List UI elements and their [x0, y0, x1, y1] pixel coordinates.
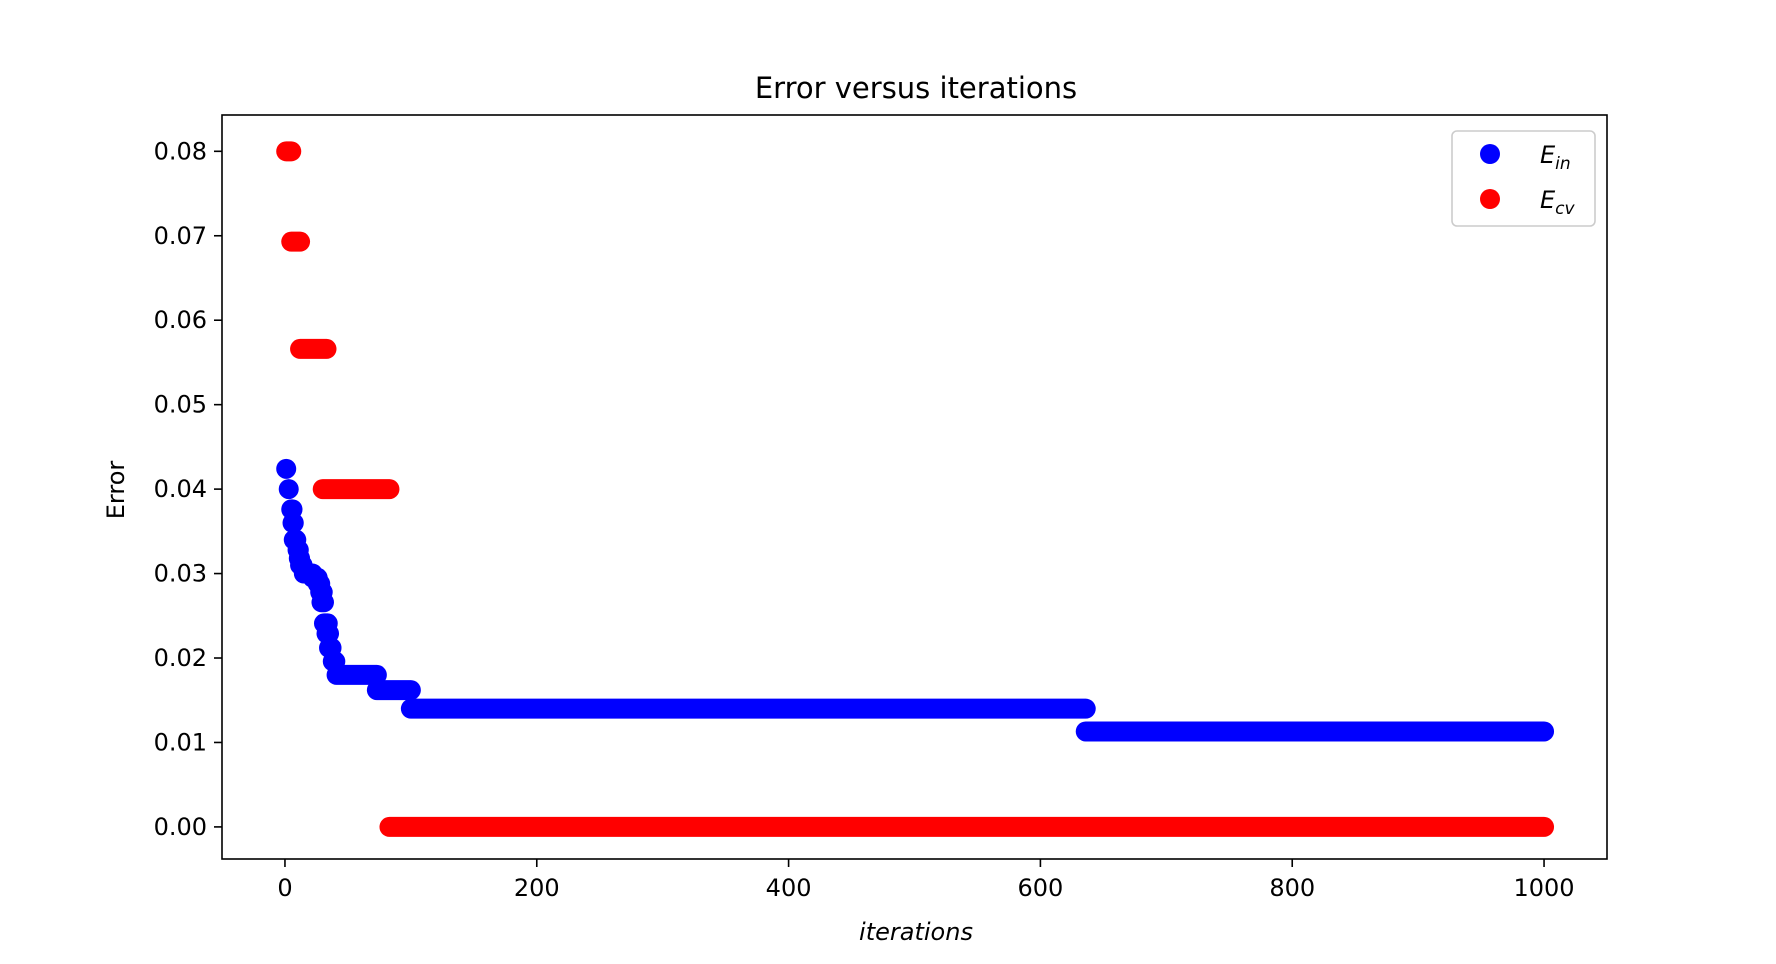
data-marks: [276, 141, 1555, 837]
chart-title: Error versus iterations: [755, 71, 1077, 105]
series-cv: [276, 141, 1555, 837]
y-axis-ticks: 0.00 0.01 0.02 0.03 0.04 0.05 0.06 0.07 0.08: [154, 137, 222, 841]
y-tick-label-6: 0.06: [154, 306, 207, 334]
y-tick-label-0: 0.00: [154, 813, 207, 841]
x-axis-title: iterations: [859, 918, 973, 946]
y-tick-label-4: 0.04: [154, 475, 207, 503]
legend-label-ecv: Ecv: [1540, 186, 1576, 219]
y-axis-title: Error: [102, 461, 130, 520]
legend-marker-ein: [1480, 144, 1500, 164]
x-axis-ticks: 0 200 400 600 800 1000: [277, 859, 1575, 902]
legend: Ein Ecv: [1451, 130, 1596, 227]
series-in: [276, 458, 1555, 742]
x-tick-label-0: 0: [277, 874, 292, 902]
y-tick-label-3: 0.03: [154, 560, 207, 588]
x-tick-label-400: 400: [766, 874, 812, 902]
y-tick-label-8: 0.08: [154, 137, 207, 165]
x-tick-label-800: 800: [1269, 874, 1315, 902]
legend-marker-ecv: [1480, 189, 1500, 209]
y-tick-label-5: 0.05: [154, 391, 207, 419]
plot-frame: [221, 114, 1608, 860]
x-tick-label-200: 200: [514, 874, 560, 902]
y-tick-label-7: 0.07: [154, 222, 207, 250]
y-tick-label-2: 0.02: [154, 644, 207, 672]
y-tick-label-1: 0.01: [154, 728, 207, 756]
x-tick-label-600: 600: [1018, 874, 1064, 902]
legend-label-ein: Ein: [1540, 141, 1571, 174]
x-tick-label-1000: 1000: [1514, 874, 1575, 902]
